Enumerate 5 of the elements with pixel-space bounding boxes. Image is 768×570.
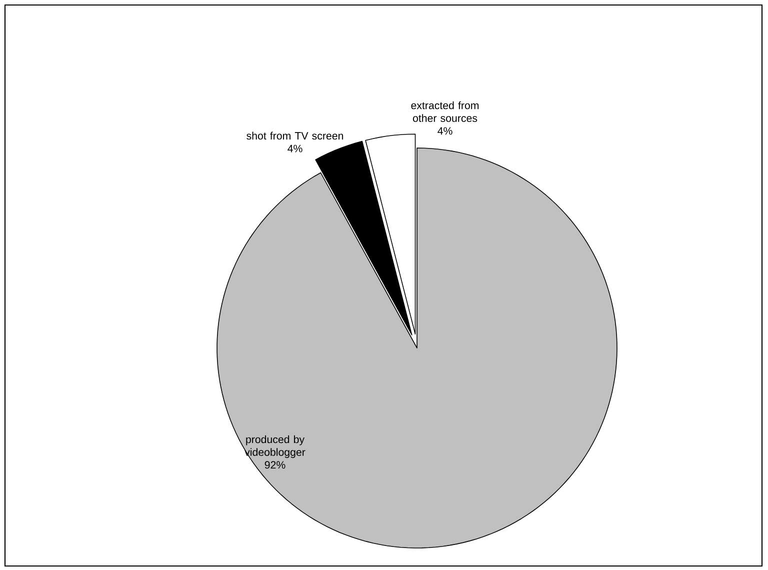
data-label: 92%	[264, 461, 286, 469]
slice-label: shot from TV screen	[246, 132, 344, 140]
slice-label: extracted from other sources	[411, 101, 479, 122]
data-label: 4%	[288, 144, 302, 152]
data-label: 4%	[438, 127, 452, 135]
